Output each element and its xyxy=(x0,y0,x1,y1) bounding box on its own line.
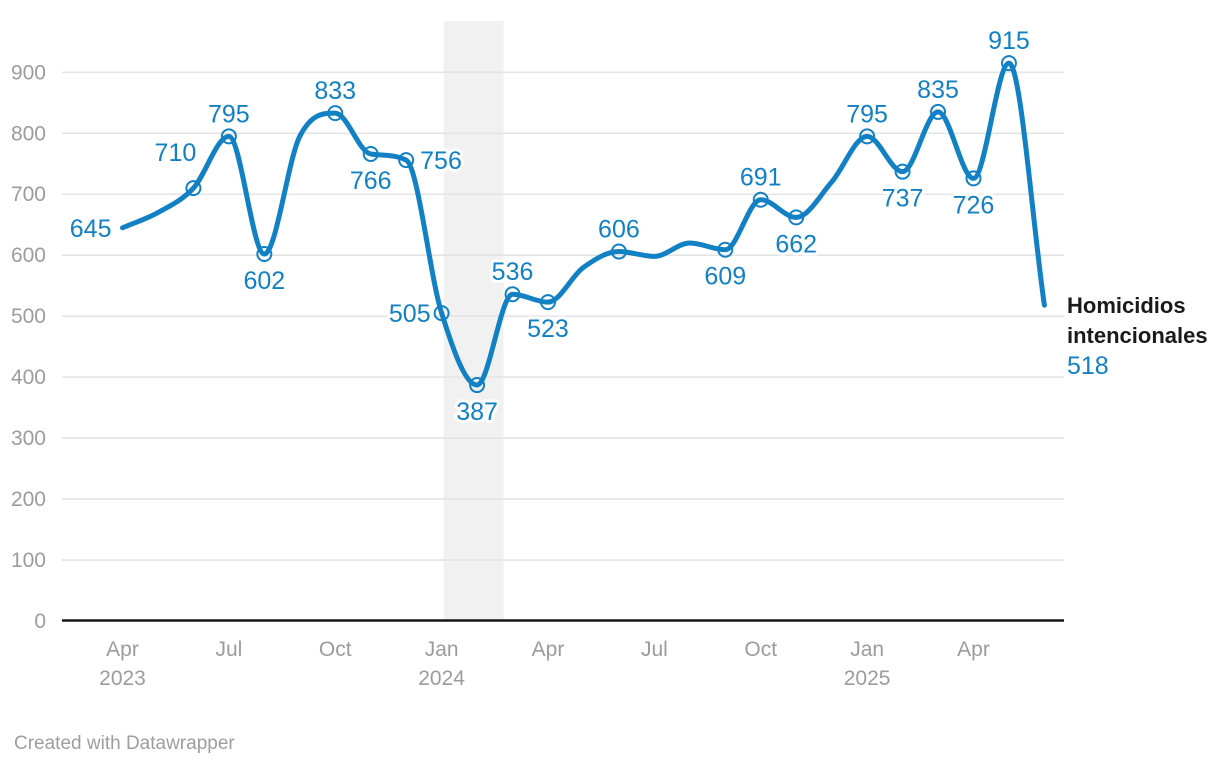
data-point-label: 795 xyxy=(846,100,888,128)
y-axis-tick-label: 200 xyxy=(11,488,46,511)
data-point-label: 833 xyxy=(314,77,356,105)
x-axis-tick-label: Apr xyxy=(957,638,990,661)
data-point-marker[interactable] xyxy=(220,128,237,145)
y-axis-tick-label: 300 xyxy=(11,427,46,450)
series-latest-value: 518 xyxy=(1067,352,1109,380)
x-axis-tick-label: Oct xyxy=(319,638,352,661)
x-axis-tick-label: Jan xyxy=(425,638,459,661)
data-point-marker[interactable] xyxy=(469,377,486,394)
data-point-marker[interactable] xyxy=(256,245,273,262)
data-point-label: 756 xyxy=(420,147,462,175)
data-point-marker[interactable] xyxy=(1000,55,1017,72)
y-axis-tick-label: 500 xyxy=(11,305,46,328)
data-point-label: 710 xyxy=(155,139,197,167)
y-axis-tick-label: 900 xyxy=(11,61,46,84)
data-point-label: 766 xyxy=(350,167,392,195)
x-axis-tick-year-label: 2025 xyxy=(844,667,891,690)
data-point-label: 737 xyxy=(882,185,924,213)
data-point-marker[interactable] xyxy=(752,191,769,208)
data-point-marker[interactable] xyxy=(398,152,415,169)
x-axis-tick-label: Jul xyxy=(215,638,242,661)
data-point-label: 602 xyxy=(243,267,285,295)
data-point-label: 536 xyxy=(492,258,534,286)
data-point-marker[interactable] xyxy=(610,243,627,260)
data-point-marker[interactable] xyxy=(894,163,911,180)
x-axis-tick-year-label: 2023 xyxy=(99,667,146,690)
series-annotation: Homicidios intencionales 518 xyxy=(1067,291,1217,379)
data-point-label: 606 xyxy=(598,216,640,244)
data-point-marker[interactable] xyxy=(965,170,982,187)
data-point-marker[interactable] xyxy=(185,180,202,197)
datawrapper-credit: Created with Datawrapper xyxy=(14,733,235,754)
data-point-marker[interactable] xyxy=(788,209,805,226)
data-point-label: 609 xyxy=(704,263,746,291)
data-point-label: 691 xyxy=(740,164,782,192)
data-point-marker[interactable] xyxy=(859,128,876,145)
series-label: Homicidios intencionales xyxy=(1067,293,1208,348)
data-point-label: 662 xyxy=(775,230,817,258)
x-axis-tick-label: Apr xyxy=(106,638,139,661)
y-axis-tick-label: 700 xyxy=(11,183,46,206)
y-axis-tick-label: 0 xyxy=(34,610,46,633)
x-axis-tick-label: Apr xyxy=(532,638,565,661)
data-point-label: 835 xyxy=(917,76,959,104)
data-point-label: 505 xyxy=(389,300,431,328)
x-axis-tick-label: Jul xyxy=(641,638,668,661)
x-axis-tick-label: Oct xyxy=(744,638,777,661)
y-axis-tick-label: 800 xyxy=(11,122,46,145)
data-point-marker[interactable] xyxy=(504,286,521,303)
data-point-label: 645 xyxy=(70,215,112,243)
data-point-label: 726 xyxy=(953,191,995,219)
data-point-marker[interactable] xyxy=(539,294,556,311)
y-axis-tick-label: 600 xyxy=(11,244,46,267)
data-point-label: 523 xyxy=(527,315,569,343)
data-point-marker[interactable] xyxy=(327,105,344,122)
data-line xyxy=(120,60,1047,388)
data-point-marker[interactable] xyxy=(433,305,450,322)
y-axis-tick-label: 400 xyxy=(11,366,46,389)
data-point-marker[interactable] xyxy=(717,241,734,258)
x-axis-tick-year-label: 2024 xyxy=(418,667,465,690)
y-axis-tick-label: 100 xyxy=(11,549,46,572)
x-axis-tick-label: Jan xyxy=(850,638,884,661)
highlight-band xyxy=(443,21,504,620)
data-point-marker[interactable] xyxy=(362,146,379,163)
data-point-label: 387 xyxy=(456,398,498,426)
data-point-marker[interactable] xyxy=(930,103,947,120)
data-point-label: 915 xyxy=(988,27,1030,55)
data-point-label: 795 xyxy=(208,100,250,128)
